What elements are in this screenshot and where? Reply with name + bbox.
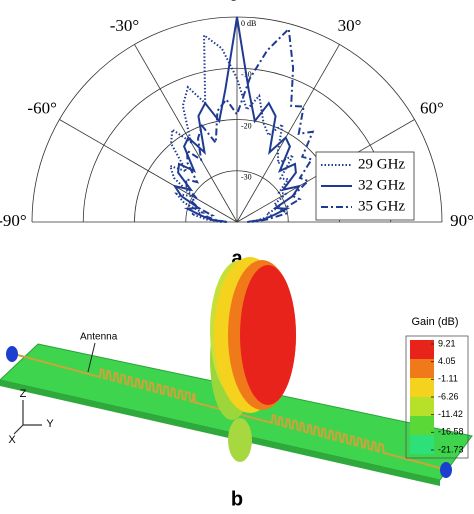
colorbar-band [410,359,434,378]
render-panel: Antenna Z Y X Gain (dB) 9.21 4.05 -1.11 -6.… [0,257,473,486]
angle-tick-label: 90° [450,211,474,230]
axis-label: X [8,434,16,446]
colorbar-tick-label: 9.21 [438,338,456,348]
grid-spoke [59,119,238,223]
colorbar-title: Gain (dB) [411,316,458,328]
colorbar-band [410,378,434,397]
connector [6,346,18,362]
axis-label: Y [46,418,54,430]
angle-tick-label: -90° [0,211,27,230]
colorbar-tick-label: 4.05 [438,356,456,366]
colorbar-tick-label: -16.58 [438,427,464,437]
angle-tick-label: -30° [110,16,139,35]
colorbar-tick-label: -6.26 [438,391,459,401]
colorbar-tick-label: -11.42 [438,409,463,419]
colorbar-band [410,435,434,454]
grid-spoke [134,44,238,223]
colorbar: 9.21 4.05 -1.11 -6.26 -11.42 -16.58 -21.73 [405,335,469,459]
polar-chart: 0 dB-10-20-30-90°-60°-30°0°30°60°90°29 G… [0,0,474,230]
r-tick-label: -20 [241,121,252,130]
board-edge [0,380,440,486]
colorbar-tick-label: -1.11 [438,374,458,384]
legend-label: 29 GHz [358,156,405,172]
annotation: Antenna [80,332,118,343]
connector [440,462,452,478]
legend-label: 32 GHz [358,177,405,193]
axis-arrow [13,424,24,435]
angle-tick-label: 30° [338,16,362,35]
r-tick-label: -30 [241,173,252,182]
angle-tick-label: 60° [420,98,444,117]
colorbar-band [410,397,434,416]
legend-label: 35 GHz [358,198,405,214]
colorbar-tick-label: -21.73 [438,444,464,454]
lobe [228,418,252,462]
colorbar-band [410,416,434,435]
colorbar-frame [405,335,469,459]
angle-tick-label: -60° [27,98,56,117]
pattern-line [168,33,296,223]
panel-label: b [231,488,243,510]
angle-tick-label: 0° [229,0,244,5]
colorbar-band [410,340,434,359]
pattern-line [172,16,302,223]
axis-label: Z [20,388,27,400]
r-tick-label: 0 dB [241,19,256,28]
lobe [240,265,296,405]
annotation-arrow [87,342,96,373]
grid-spoke [236,44,340,223]
